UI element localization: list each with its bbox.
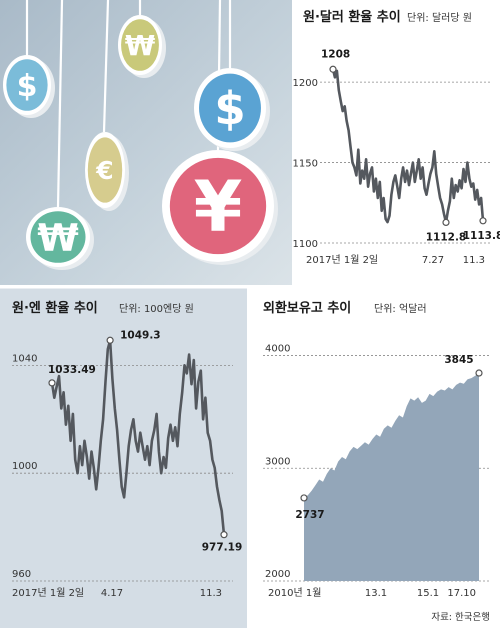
jpy-panel-background (0, 288, 247, 628)
coin-face (6, 59, 48, 111)
coin-face (199, 73, 261, 143)
x-tick-label: 11.3 (463, 255, 485, 266)
annotation-marker (475, 369, 483, 377)
x-tick-label: 17.10 (447, 588, 476, 599)
x-tick-label: 2017년 1월 2일 (306, 254, 378, 266)
annotation-label: 1049.3 (120, 329, 161, 341)
x-tick-label: 2010년 1월 (268, 587, 321, 599)
x-tick-label: 11.3 (200, 588, 222, 599)
y-tick-label: 960 (12, 569, 31, 580)
coin-illustration: $ ₩ € ₩ $ ¥ (3, 0, 278, 270)
coin-symbol: ¥ (194, 166, 243, 248)
annotation-marker (106, 336, 114, 344)
jpy-chart-title: 원·엔 환율 추이 (12, 300, 98, 316)
coin-face (30, 211, 86, 263)
won-coin-icon: ₩ (26, 207, 94, 270)
dollar-coin-icon: $ (3, 55, 55, 118)
usd-chart-title: 원·달러 환율 추이 (303, 9, 401, 25)
x-tick-label: 15.1 (417, 588, 439, 599)
euro-coin-icon: € (85, 132, 129, 211)
annotation-label: 1208 (321, 48, 350, 60)
annotation-marker (300, 494, 308, 502)
x-tick-label: 4.17 (101, 588, 123, 599)
usd-krw-chart: 원·달러 환율 추이 단위: 달러당 원 1100 1150 1200 2017년 … (293, 9, 500, 266)
coin-symbol: $ (17, 69, 38, 104)
usd-panel-background (292, 0, 500, 285)
coin-face (87, 137, 123, 203)
jpy-krw-chart: 원·엔 환율 추이 단위: 100엔당 원 960 1000 1040 2017년 … (12, 300, 242, 599)
coin-string (56, 0, 64, 208)
usd-chart-unit: 단위: 달러당 원 (407, 11, 472, 24)
y-tick-label: 1100 (293, 239, 318, 250)
annotation-label: 1113.8 (463, 230, 500, 242)
annotation-marker (220, 531, 228, 539)
coin-face (121, 19, 159, 71)
won-coin-icon: ₩ (118, 15, 166, 78)
yen-coin-icon: ¥ (162, 150, 278, 265)
rate-line (50, 338, 226, 535)
x-tick-label: 13.1 (365, 588, 387, 599)
annotation-label: 1112.8 (426, 231, 467, 243)
source-note: 자료: 한국은행 (431, 611, 490, 623)
coin-string (102, 0, 110, 133)
y-tick-label: 2000 (265, 569, 290, 580)
y-tick-label: 1200 (293, 78, 318, 89)
dollar-coin-icon: $ (194, 68, 270, 151)
annotation-marker (48, 379, 56, 387)
coin-symbol: $ (214, 82, 245, 135)
rate-line (331, 68, 485, 224)
annotation-marker (329, 65, 337, 73)
reserve-chart-unit: 단위: 억달러 (374, 302, 427, 315)
y-tick-label: 1150 (293, 159, 318, 170)
annotation-label: 977.19 (202, 542, 243, 554)
x-tick-label: 2017년 1월 2일 (12, 587, 84, 599)
reserve-chart-title: 외환보유고 추이 (263, 300, 351, 316)
y-tick-label: 1040 (12, 353, 37, 364)
y-tick-label: 1000 (12, 461, 37, 472)
coin-face (169, 157, 267, 255)
annotation-marker (479, 217, 487, 225)
y-tick-label: 3000 (265, 456, 290, 467)
coin-symbol: ₩ (37, 216, 78, 260)
annotation-marker (442, 218, 450, 227)
x-tick-label: 7.27 (422, 255, 444, 266)
annotation-label: 3845 (444, 354, 473, 366)
coin-symbol: ₩ (125, 30, 155, 62)
annotation-label: 1033.49 (48, 364, 96, 376)
coin-symbol: € (95, 156, 113, 185)
reserve-area (304, 373, 479, 581)
y-tick-label: 4000 (265, 344, 290, 355)
jpy-chart-unit: 단위: 100엔당 원 (119, 302, 194, 315)
fx-reserve-chart: 외환보유고 추이 단위: 억달러 2000 3000 4000 2010년 1월 13… (263, 300, 490, 599)
annotation-label: 2737 (295, 509, 324, 521)
